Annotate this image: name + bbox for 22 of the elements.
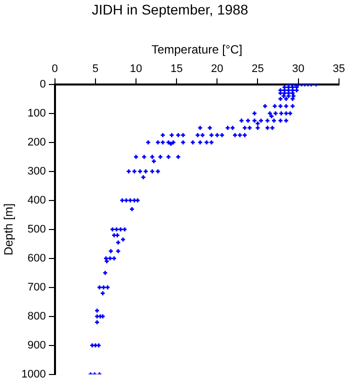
y-tick-label: 400 (28, 194, 46, 206)
x-tick-label: 20 (211, 62, 224, 75)
y-tick-label: 200 (28, 136, 46, 148)
y-tick-label: 100 (28, 107, 46, 120)
y-tick-label: 1000 (21, 368, 46, 380)
x-tick-label: 25 (252, 62, 264, 75)
x-tick-label: 30 (292, 62, 304, 75)
y-tick-label: 600 (28, 252, 46, 264)
y-axis-title: Depth [m] (2, 203, 16, 256)
x-tick-label: 0 (52, 62, 58, 75)
y-tick-label: 900 (28, 339, 46, 352)
y-tick-label: 800 (28, 310, 46, 322)
x-tick-label: 15 (170, 62, 183, 75)
y-tick-label: 700 (28, 281, 46, 294)
x-tick-label: 5 (92, 62, 99, 75)
y-tick-label: 500 (28, 223, 46, 236)
x-tick-label: 10 (130, 62, 142, 75)
y-tick-label: 300 (28, 165, 46, 178)
x-tick-label: 35 (332, 62, 346, 75)
chart-title: JIDH in September, 1988 (92, 1, 248, 18)
y-tick-label: 0 (40, 78, 46, 90)
x-axis-title: Temperature [°C] (151, 42, 242, 56)
